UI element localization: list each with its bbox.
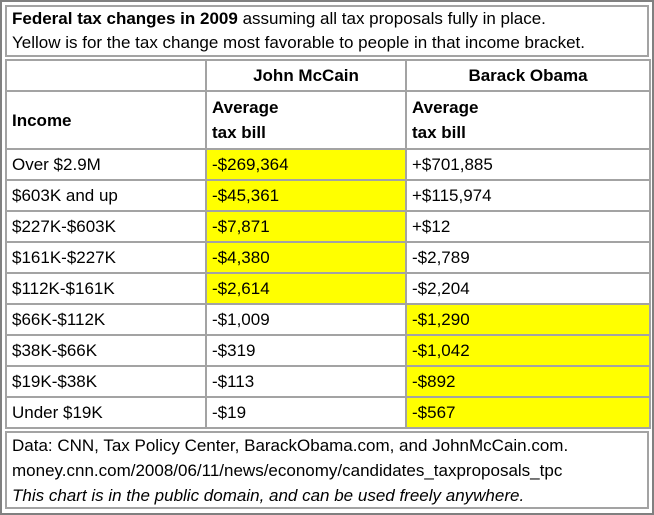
mccain-subheader: Average tax bill [205,90,407,150]
cell-obama: +$701,885 [405,148,651,181]
cell-obama: -$2,789 [405,241,651,274]
obama-subheader: Average tax bill [405,90,651,150]
cell-obama: -$892 [405,365,651,398]
cell-income: $112K-$161K [5,272,207,305]
cell-income: $38K-$66K [5,334,207,367]
license-text: This chart is in the public domain, and … [12,485,525,505]
table-row: $38K-$66K -$319 -$1,042 [5,334,651,367]
cell-income: $227K-$603K [5,210,207,243]
table-row: $19K-$38K -$113 -$892 [5,365,651,398]
cell-mccain: -$1,009 [205,303,407,336]
chart-title-box: Federal tax changes in 2009 assuming all… [5,5,649,57]
table-row: $227K-$603K -$7,871 +$12 [5,210,651,243]
cell-income: $19K-$38K [5,365,207,398]
cell-obama: -$567 [405,396,651,429]
cell-obama: +$12 [405,210,651,243]
chart-footer-box: Data: CNN, Tax Policy Center, BarackObam… [5,431,649,509]
cell-income: $66K-$112K [5,303,207,336]
cell-income: $603K and up [5,179,207,212]
cell-obama: -$2,204 [405,272,651,305]
cell-obama: -$1,290 [405,303,651,336]
cell-income: Under $19K [5,396,207,429]
empty-corner-cell [5,59,207,92]
table-row: $66K-$112K -$1,009 -$1,290 [5,303,651,336]
cell-mccain: -$113 [205,365,407,398]
data-source-text: Data: CNN, Tax Policy Center, BarackObam… [12,435,569,455]
table-row: $112K-$161K -$2,614 -$2,204 [5,272,651,305]
cell-mccain: -$269,364 [205,148,407,181]
chart-title-bold: Federal tax changes in 2009 [12,9,238,28]
cell-mccain: -$319 [205,334,407,367]
table-row: Over $2.9M -$269,364 +$701,885 [5,148,651,181]
cell-mccain: -$19 [205,396,407,429]
cell-obama: -$1,042 [405,334,651,367]
cell-income: $161K-$227K [5,241,207,274]
table-row: $161K-$227K -$4,380 -$2,789 [5,241,651,274]
cell-mccain: -$4,380 [205,241,407,274]
subheader-row: Income Average tax bill Average tax bill [5,90,651,150]
chart-subtitle: Yellow is for the tax change most favora… [12,33,585,52]
source-url-text: money.cnn.com/2008/06/11/news/economy/ca… [12,460,563,480]
cell-income: Over $2.9M [5,148,207,181]
cell-mccain: -$2,614 [205,272,407,305]
cell-obama: +$115,974 [405,179,651,212]
chart-title-rest: assuming all tax proposals fully in plac… [237,9,546,28]
chart-title: Federal tax changes in 2009 assuming all… [12,7,642,31]
column-header-mccain: John McCain [205,59,407,92]
table-row: $603K and up -$45,361 +$115,974 [5,179,651,212]
cell-mccain: -$7,871 [205,210,407,243]
tax-table-body: Over $2.9M -$269,364 +$701,885 $603K and up… [5,148,651,429]
tax-table: John McCain Barack Obama Income Average … [5,59,651,429]
income-column-header: Income [5,90,207,150]
column-header-obama: Barack Obama [405,59,651,92]
candidate-header-row: John McCain Barack Obama [5,59,651,92]
cell-mccain: -$45,361 [205,179,407,212]
table-row: Under $19K -$19 -$567 [5,396,651,429]
